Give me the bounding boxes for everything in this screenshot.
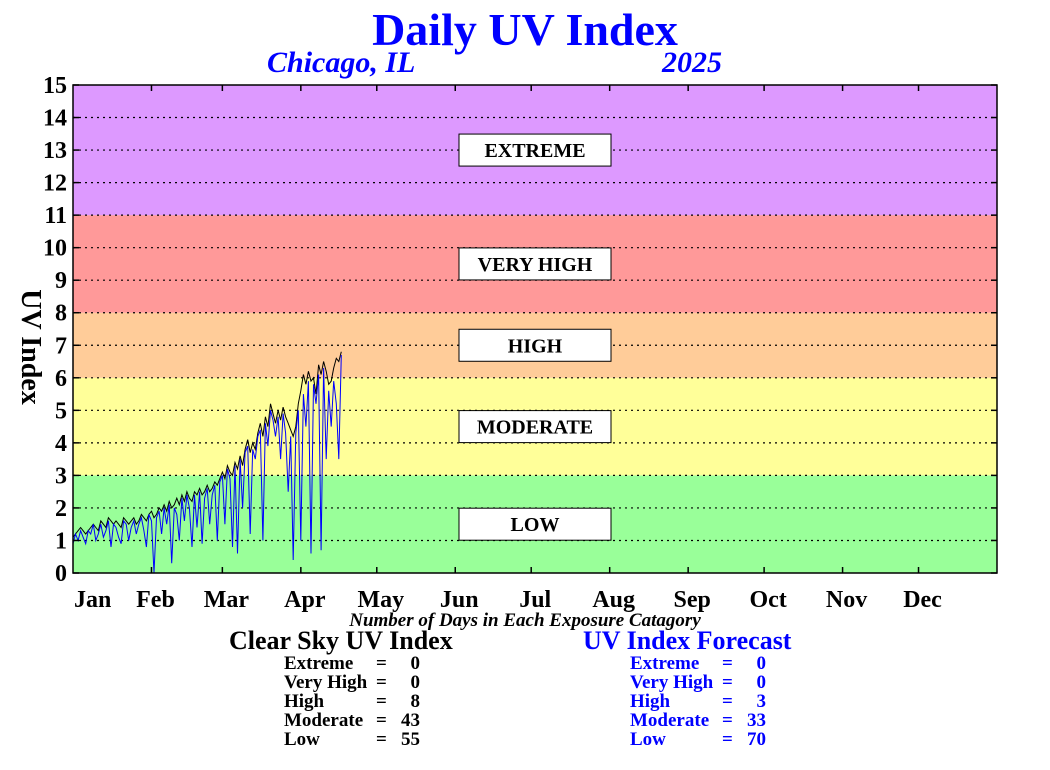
stat-label: Moderate: [284, 710, 364, 731]
band-label-text: EXTREME: [484, 140, 585, 162]
summary-caption: Number of Days in Each Exposure Catagory: [349, 610, 701, 631]
band-label-extreme: EXTREME: [458, 133, 612, 167]
stat-equals: =: [376, 653, 387, 674]
band-label-text: VERY HIGH: [478, 254, 593, 276]
stat-row-very-high: Very High = 0: [284, 673, 424, 692]
band-label-moderate: MODERATE: [458, 410, 612, 444]
y-tick-label: 4: [55, 431, 67, 457]
x-tick-label-dec: Dec: [903, 587, 942, 613]
y-tick-label: 12: [43, 171, 67, 197]
x-tick-label-may: May: [357, 587, 404, 613]
stat-value: 8: [410, 691, 421, 712]
y-tick-label: 13: [43, 138, 67, 164]
x-tick-label-jul: Jul: [519, 587, 551, 613]
x-tick-label-jan: Jan: [74, 587, 111, 613]
y-tick-label: 1: [55, 528, 67, 554]
stat-label: Very High: [284, 672, 368, 693]
stat-equals: =: [722, 672, 733, 693]
band-label-box: [458, 133, 612, 167]
band-label-low: LOW: [458, 507, 612, 541]
stat-value: 55: [401, 729, 420, 750]
stat-value: 70: [747, 729, 766, 750]
y-tick-label: 6: [55, 366, 67, 392]
stat-row-very-high: Very High = 0: [630, 673, 770, 692]
stat-row-low: Low = 70: [630, 730, 770, 749]
band-label-box: [458, 328, 612, 362]
plot-frame: [72, 84, 998, 574]
stat-value: 0: [410, 653, 421, 674]
stat-label: Low: [284, 729, 320, 750]
band-label-box: [458, 247, 612, 281]
stat-label: Extreme: [284, 653, 354, 674]
stat-row-extreme: Extreme = 0: [630, 654, 770, 673]
stat-label: Very High: [630, 672, 714, 693]
stat-equals: =: [722, 710, 733, 731]
stat-equals: =: [376, 691, 387, 712]
band-label-box: [458, 507, 612, 541]
clear-sky-title: Clear Sky UV Index: [229, 626, 453, 655]
band-label-text: MODERATE: [477, 417, 593, 439]
forecast-title: UV Index Forecast: [583, 626, 792, 655]
x-tick-label-apr: Apr: [284, 587, 326, 613]
y-tick-label: 11: [44, 203, 67, 229]
band-label-very-high: VERY HIGH: [458, 247, 612, 281]
stat-value: 0: [756, 653, 767, 674]
stat-equals: =: [722, 691, 733, 712]
stat-label: Moderate: [630, 710, 710, 731]
year-label: 2025: [662, 46, 722, 79]
stat-value: 3: [756, 691, 767, 712]
band-label-box: [458, 410, 612, 444]
stat-row-moderate: Moderate = 33: [630, 711, 770, 730]
stat-value: 0: [410, 672, 421, 693]
x-tick-label-jun: Jun: [440, 587, 479, 613]
forecast-series-line: [72, 354, 342, 574]
chart-title: Daily UV Index: [372, 4, 678, 55]
stat-row-extreme: Extreme = 0: [284, 654, 424, 673]
y-tick-label: 0: [55, 561, 67, 587]
stat-label: High: [630, 691, 671, 712]
x-tick-label-sep: Sep: [673, 587, 710, 613]
y-tick-label: 14: [43, 106, 67, 132]
stat-row-high: High = 8: [284, 692, 424, 711]
y-tick-label: 5: [55, 398, 67, 424]
stat-row-moderate: Moderate = 43: [284, 711, 424, 730]
y-tick-label: 10: [43, 236, 67, 262]
y-tick-label: 15: [43, 73, 67, 99]
stat-value: 43: [401, 710, 420, 731]
x-tick-label-feb: Feb: [136, 587, 175, 613]
stat-label: Extreme: [630, 653, 700, 674]
stat-label: Low: [630, 729, 666, 750]
stat-label: High: [284, 691, 325, 712]
band-label-high: HIGH: [458, 328, 612, 362]
stat-value: 0: [756, 672, 767, 693]
location-label: Chicago, IL: [267, 46, 416, 79]
stat-row-high: High = 3: [630, 692, 770, 711]
stat-row-low: Low = 55: [284, 730, 424, 749]
y-tick-label: 8: [55, 301, 67, 327]
stat-equals: =: [376, 729, 387, 750]
y-tick-label: 7: [55, 333, 67, 359]
band-label-text: HIGH: [508, 335, 563, 357]
y-tick-label: 9: [55, 268, 67, 294]
stat-value: 33: [747, 710, 766, 731]
stat-equals: =: [722, 653, 733, 674]
x-tick-label-mar: Mar: [204, 587, 250, 613]
stat-equals: =: [376, 672, 387, 693]
y-tick-label: 2: [55, 496, 67, 522]
x-tick-label-aug: Aug: [592, 587, 635, 613]
band-label-text: LOW: [511, 514, 560, 536]
y-tick-label: 3: [55, 463, 67, 489]
stat-equals: =: [722, 729, 733, 750]
x-tick-label-oct: Oct: [749, 587, 786, 613]
clear-sky-series-line: [72, 351, 342, 538]
y-axis-label: UV Index: [15, 289, 46, 404]
stat-equals: =: [376, 710, 387, 731]
x-tick-label-nov: Nov: [826, 587, 867, 613]
